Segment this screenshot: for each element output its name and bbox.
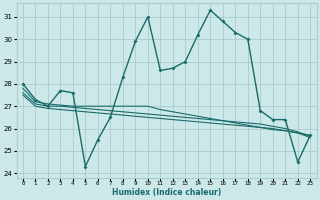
X-axis label: Humidex (Indice chaleur): Humidex (Indice chaleur) [112,188,221,197]
